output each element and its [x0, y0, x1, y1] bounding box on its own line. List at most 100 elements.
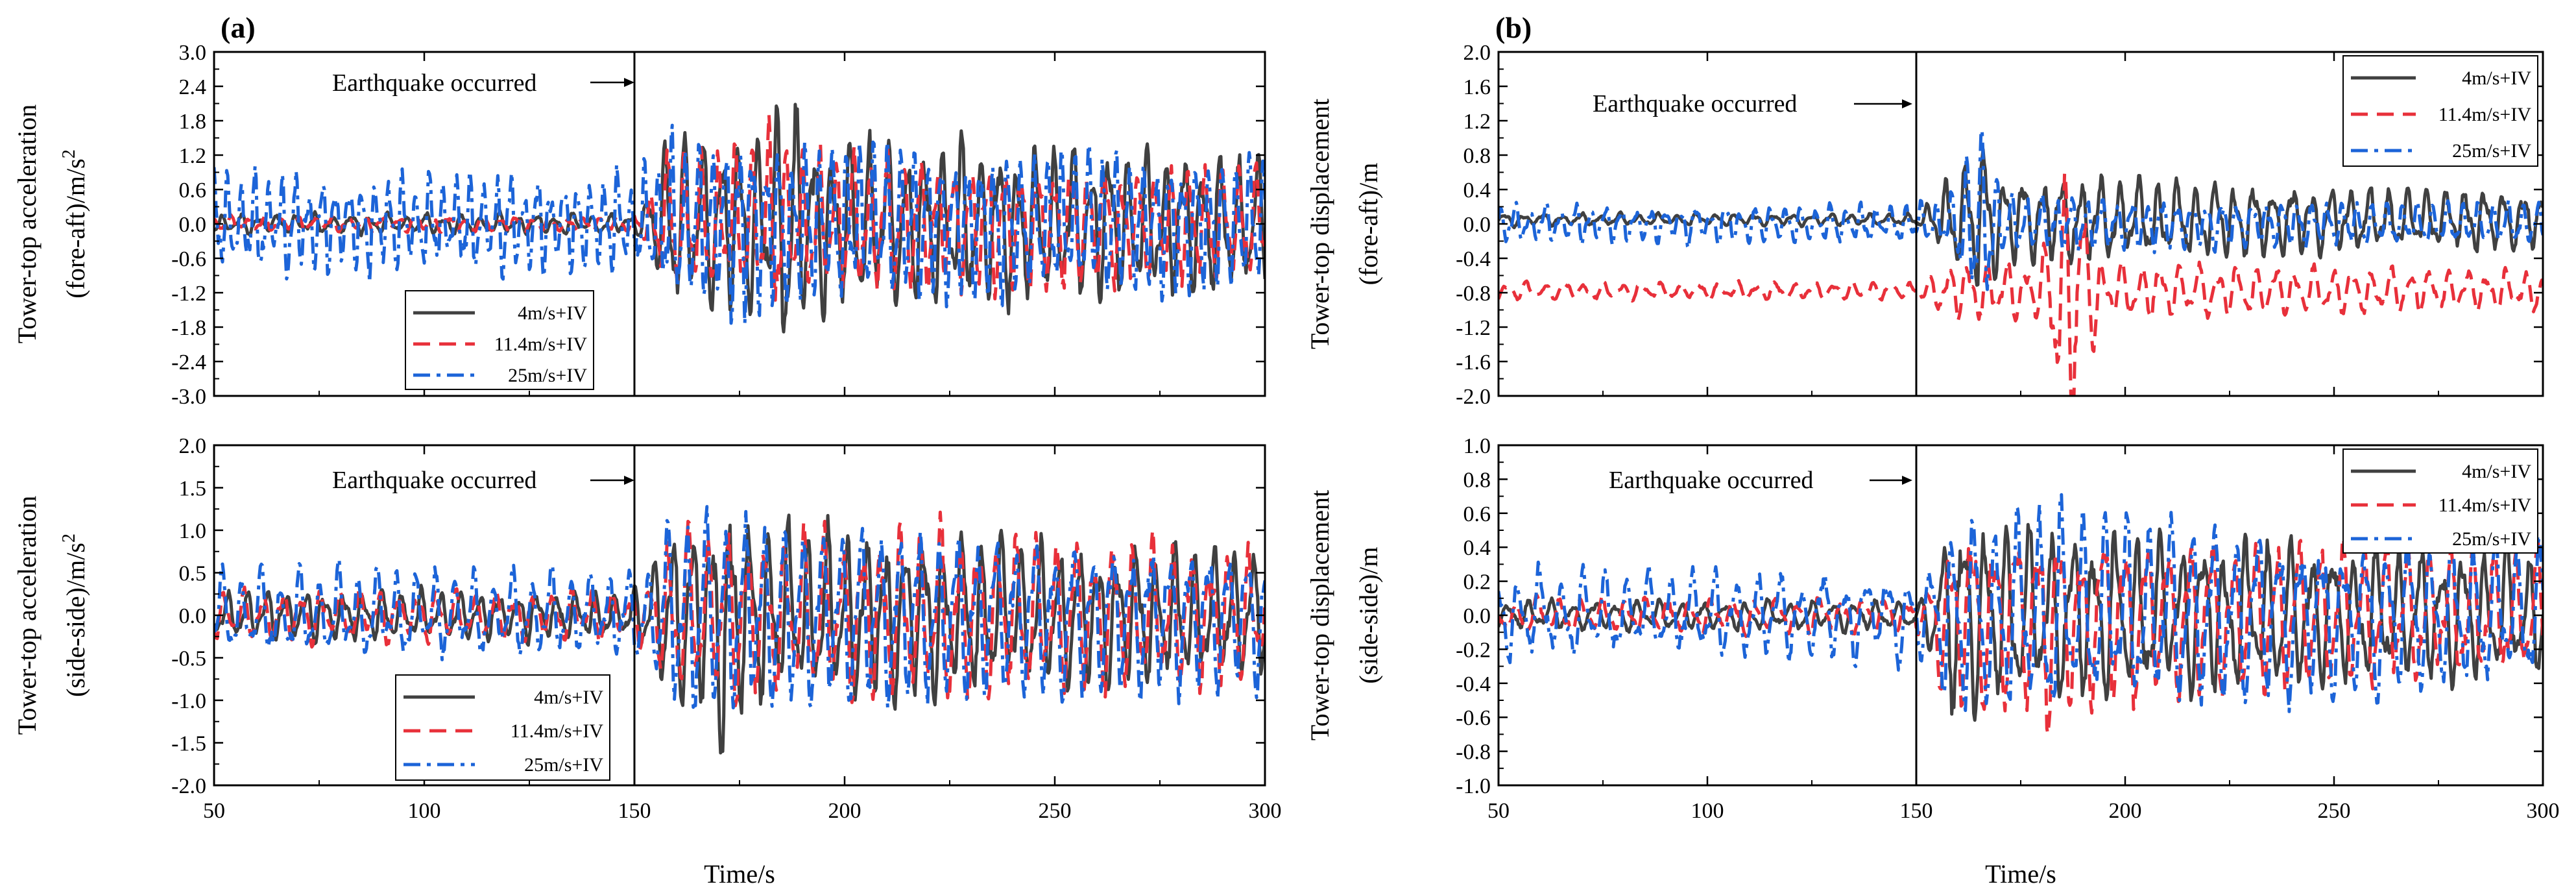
y-tick-label: 0.4 — [1463, 178, 1491, 202]
y-title-line2-a-top: (fore-aft)/m/s2 — [59, 149, 91, 298]
x-tick-label: 100 — [408, 799, 441, 823]
series-line-25m-s-iv — [1499, 128, 2543, 291]
y-tick-label: 0.0 — [179, 604, 207, 628]
y-tick-label: 2.0 — [1463, 41, 1491, 65]
y-title-line2-b-top: (fore-aft)/m — [1354, 163, 1383, 286]
legend-b-bottom: 4m/s+IV 11.4m/s+IV 25m/s+IV — [2342, 448, 2538, 554]
legend-label: 4m/s+IV — [2462, 67, 2531, 89]
x-tick-label: 100 — [1691, 799, 1724, 823]
panel-a-bottom: 2.0 1.5 1.0 0.5 0.0 -0.5 -1.0 -1.5 -2.0 50 100 150… — [12, 434, 1282, 823]
legend-box-b-bottom — [2342, 448, 2538, 554]
legend-a-bottom: 4m/s+IV 11.4m/s+IV 25m/s+IV — [395, 674, 610, 781]
x-axis-title-a: Time/s — [704, 859, 775, 889]
series-line-11-4m-s-iv — [1499, 535, 2543, 736]
x-tick-label: 250 — [1039, 799, 1072, 823]
earthquake-label-a-top: Earthquake occurred — [332, 69, 536, 97]
series-group-b-bottom — [1499, 493, 2543, 736]
x-tick-label: 50 — [203, 799, 225, 823]
y-tick-label: 1.0 — [1463, 434, 1491, 458]
y-tick-label: -0.5 — [171, 647, 206, 671]
panel-b-bottom: 1.0 0.8 0.6 0.4 0.2 0.0 -0.2 -0.4 -0.6 -0.8 -1.0 5… — [1305, 434, 2560, 823]
y-title-line1-a-bottom: Tower-top acceleration — [12, 496, 42, 735]
panel-b-top: (b) 2.0 1.6 1.2 0.8 0.4 0.0 -0.4 -0.8 -1.2 -1.6 -2… — [1305, 11, 2544, 409]
y-tick-label: -3.0 — [171, 385, 206, 409]
series-line-4m-s-iv — [1499, 522, 2543, 722]
y-tick-label: 2.0 — [179, 434, 207, 458]
x-tick-label: 300 — [1249, 799, 1282, 823]
panel-tag-b: (b) — [1495, 11, 1532, 44]
y-tick-label: -1.2 — [171, 282, 206, 306]
x-axis-title-b: Time/s — [1985, 859, 2056, 889]
y-tick-label: -1.8 — [171, 316, 206, 340]
y-tick-label: 0.0 — [179, 213, 207, 237]
y-tick-label: -0.2 — [1456, 638, 1491, 662]
legend-label: 11.4m/s+IV — [494, 334, 588, 355]
series-line-25m-s-iv — [1499, 493, 2543, 713]
x-tick-label: 150 — [618, 799, 651, 823]
y-title-line1-b-top: Tower-top displacement — [1305, 99, 1334, 349]
series-group-a-bottom — [214, 505, 1265, 755]
y-tick-label: -0.8 — [1456, 282, 1491, 306]
y-tick-label: 1.5 — [179, 477, 207, 501]
earthquake-label-b-bottom: Earthquake occurred — [1609, 467, 1813, 494]
arrowhead-icon — [624, 78, 634, 87]
y-tick-label: 0.5 — [179, 562, 207, 586]
y-tick-label: 2.4 — [179, 75, 207, 99]
y-axis-b-bottom: 1.0 0.8 0.6 0.4 0.2 0.0 -0.2 -0.4 -0.6 -0.8 -1.0 — [1456, 434, 2543, 798]
x-tick-label: 250 — [2318, 799, 2351, 823]
legend-box-a-top — [405, 290, 594, 390]
x-axis-b-bottom: 50 100 150 200 250 300 — [1487, 445, 2560, 823]
earthquake-annotation-b-top: Earthquake occurred — [1593, 90, 1912, 117]
y-tick-label: -1.2 — [1456, 316, 1491, 340]
legend-box-a-bottom — [395, 674, 610, 781]
legend-label: 25m/s+IV — [2452, 140, 2531, 162]
y-tick-label: -0.6 — [1456, 706, 1491, 730]
legend-box-b-top — [2342, 55, 2538, 167]
series-group-b-top — [1499, 128, 2543, 396]
panel-tag-a: (a) — [221, 11, 256, 44]
earthquake-annotation-a-bottom: Earthquake occurred — [332, 467, 634, 494]
y-tick-label: 1.6 — [1463, 75, 1491, 99]
y-tick-label: -1.5 — [171, 732, 206, 756]
y-axis-title-b-bottom: Tower-top displacement (side-side)/m — [1305, 490, 1383, 741]
series-line-25m-s-iv — [214, 123, 1265, 326]
y-tick-label: 0.6 — [1463, 502, 1491, 526]
earthquake-annotation-a-top: Earthquake occurred — [332, 69, 634, 97]
y-tick-label: -0.8 — [1456, 741, 1491, 765]
legend-label: 4m/s+IV — [2462, 461, 2531, 482]
legend-label: 4m/s+IV — [518, 302, 587, 324]
legend-a-top: 4m/s+IV 11.4m/s+IV 25m/s+IV — [405, 290, 594, 390]
y-title-line1-a-top: Tower-top acceleration — [12, 104, 42, 343]
series-group-a-top — [214, 103, 1265, 334]
legend-label: 25m/s+IV — [524, 754, 603, 776]
legend-label: 25m/s+IV — [2452, 528, 2531, 550]
series-line-11-4m-s-iv — [1499, 171, 2543, 396]
x-tick-label: 200 — [2109, 799, 2142, 823]
y-tick-label: 1.8 — [179, 110, 207, 134]
y-tick-label: -0.6 — [171, 247, 206, 271]
y-axis-b-top: 2.0 1.6 1.2 0.8 0.4 0.0 -0.4 -0.8 -1.2 -1.6 -2.0 — [1456, 41, 2543, 409]
y-tick-label: -1.0 — [171, 689, 206, 713]
y-tick-label: 0.8 — [1463, 144, 1491, 168]
legend-label: 11.4m/s+IV — [2438, 104, 2532, 125]
y-tick-label: 0.0 — [1463, 213, 1491, 237]
earthquake-annotation-b-bottom: Earthquake occurred — [1609, 467, 1912, 494]
arrowhead-icon — [1902, 476, 1912, 485]
x-tick-label: 200 — [828, 799, 861, 823]
y-tick-label: 0.8 — [1463, 468, 1491, 492]
y-tick-label: -0.4 — [1456, 247, 1491, 271]
series-line-11-4m-s-iv — [214, 510, 1265, 707]
series-line-4m-s-iv — [1499, 147, 2543, 287]
y-tick-label: -2.4 — [171, 350, 206, 374]
y-tick-label: 1.2 — [1463, 110, 1491, 134]
y-title-line1-b-bottom: Tower-top displacement — [1305, 490, 1334, 741]
y-title-line2-b-bottom: (side-side)/m — [1354, 546, 1383, 683]
arrowhead-icon — [1902, 99, 1912, 108]
y-tick-label: -0.4 — [1456, 672, 1491, 696]
y-tick-label: 0.0 — [1463, 604, 1491, 628]
arrowhead-icon — [624, 476, 634, 485]
y-tick-label: -1.6 — [1456, 350, 1491, 374]
y-axis-title-a-bottom: Tower-top acceleration (side-side)/m/s2 — [12, 496, 90, 735]
series-line-11-4m-s-iv — [214, 113, 1265, 302]
